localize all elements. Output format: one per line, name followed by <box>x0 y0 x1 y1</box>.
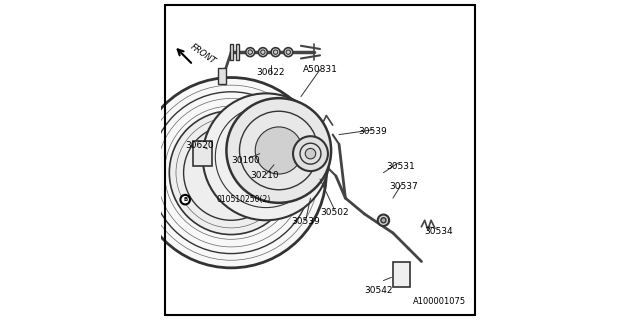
Text: 30531: 30531 <box>387 162 415 171</box>
Circle shape <box>271 48 280 57</box>
Circle shape <box>170 111 293 235</box>
Circle shape <box>260 50 265 54</box>
Bar <box>230 44 233 60</box>
Circle shape <box>403 281 408 286</box>
Circle shape <box>257 147 276 166</box>
Text: 30622: 30622 <box>257 68 285 77</box>
Text: 30537: 30537 <box>390 182 419 191</box>
Text: A100001075: A100001075 <box>413 297 466 306</box>
Bar <box>236 44 239 60</box>
Text: 30210: 30210 <box>250 172 279 180</box>
Circle shape <box>255 127 302 174</box>
Circle shape <box>246 48 255 57</box>
Text: FRONT: FRONT <box>188 42 217 66</box>
Circle shape <box>203 93 330 220</box>
Circle shape <box>136 77 326 268</box>
Circle shape <box>227 98 331 203</box>
Text: 30502: 30502 <box>320 208 349 217</box>
Circle shape <box>286 50 291 54</box>
Circle shape <box>378 215 389 226</box>
Bar <box>218 68 227 84</box>
Circle shape <box>259 48 268 57</box>
Circle shape <box>212 154 250 192</box>
Text: 30534: 30534 <box>425 227 453 236</box>
Text: A50831: A50831 <box>303 65 337 74</box>
Text: 010510250(2): 010510250(2) <box>217 195 271 204</box>
Circle shape <box>381 218 386 223</box>
Circle shape <box>180 195 190 204</box>
Circle shape <box>396 281 401 286</box>
Text: 30542: 30542 <box>364 285 393 295</box>
Text: 30620: 30620 <box>185 141 214 150</box>
Text: 30539: 30539 <box>358 127 387 136</box>
Circle shape <box>231 122 301 192</box>
Circle shape <box>305 148 316 159</box>
Circle shape <box>199 150 207 157</box>
Circle shape <box>248 50 252 54</box>
Circle shape <box>195 146 211 162</box>
Bar <box>393 261 410 287</box>
Bar <box>193 141 212 166</box>
Text: 30100: 30100 <box>231 156 260 164</box>
Circle shape <box>293 136 328 171</box>
Circle shape <box>273 50 278 54</box>
Circle shape <box>284 48 292 57</box>
Text: 30539: 30539 <box>291 217 320 226</box>
Text: B: B <box>183 197 188 202</box>
